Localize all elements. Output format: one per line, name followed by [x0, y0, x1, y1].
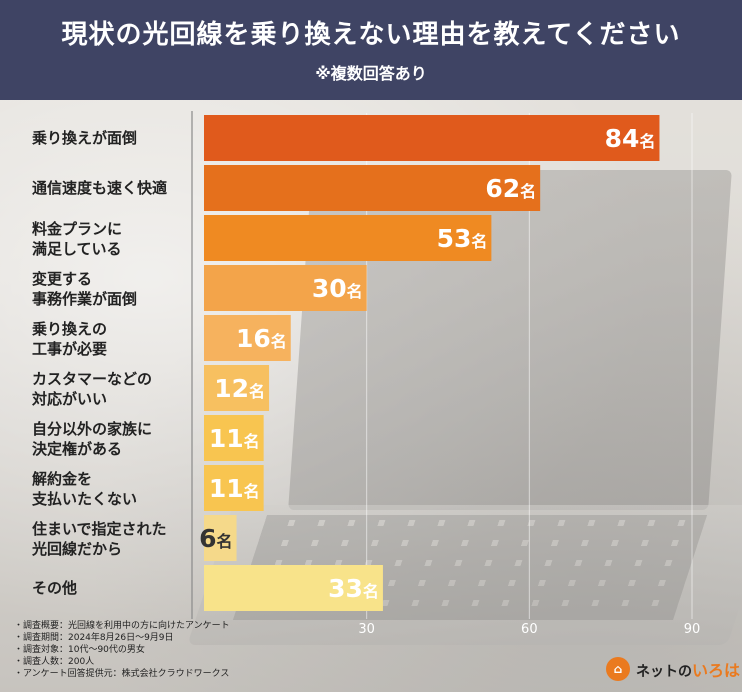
data-label: 62名 — [485, 174, 536, 203]
x-tick-label: 30 — [358, 622, 375, 637]
footnote-line: ・調査期間：2024年8月26日～9月9日 — [14, 633, 174, 643]
footnote-line: ・調査概要：光回線を利用中の方に向けたアンケート — [14, 621, 230, 631]
data-label: 12名 — [214, 374, 265, 403]
x-tick-label: 90 — [684, 622, 701, 637]
data-label-value: 30 — [312, 274, 347, 303]
category-label: 工事が必要 — [32, 340, 107, 358]
category-label: 光回線だから — [31, 540, 122, 558]
logo-text-accent: いろは — [692, 661, 741, 680]
chart-subtitle: ※複数回答あり — [315, 64, 427, 83]
data-label-value: 16 — [236, 324, 271, 353]
category-label: カスタマーなどの — [32, 370, 152, 388]
category-label: その他 — [32, 579, 77, 597]
footnote-line: ・調査対象：10代～90代の男女 — [14, 645, 145, 655]
category-label: 対応がいい — [31, 390, 107, 408]
data-label-value: 11 — [209, 424, 244, 453]
bar — [204, 515, 237, 561]
data-label-unit: 名 — [347, 282, 363, 301]
category-label: 決定権がある — [32, 440, 122, 458]
data-label-unit: 名 — [639, 132, 655, 151]
logo-text-prefix: ネットの — [636, 664, 692, 680]
data-label-value: 12 — [214, 374, 249, 403]
category-label: 通信速度も速く快適 — [32, 179, 167, 197]
category-label: 変更する — [32, 270, 92, 288]
category-label: 事務作業が面倒 — [32, 290, 137, 308]
data-label-unit: 名 — [271, 332, 287, 351]
data-label-unit: 名 — [471, 232, 487, 251]
bar — [204, 565, 383, 611]
x-tick-label: 60 — [521, 622, 538, 637]
bar — [204, 165, 541, 211]
data-label-unit: 名 — [217, 532, 233, 551]
data-label-unit: 名 — [363, 582, 379, 601]
home-icon: ⌂ — [606, 657, 630, 681]
logo-text: ネットのいろは — [636, 657, 740, 681]
data-label: 16名 — [236, 324, 287, 353]
data-label-unit: 名 — [249, 382, 265, 401]
category-label: 料金プランに — [32, 220, 122, 238]
category-label: 乗り換えの — [32, 320, 107, 338]
data-label: 53名 — [437, 224, 488, 253]
data-label-unit: 名 — [244, 432, 260, 451]
bar — [204, 465, 264, 511]
data-label-value: 11 — [209, 474, 244, 503]
footnote-line: ・アンケート回答提供元：株式会社クラウドワークス — [14, 669, 230, 679]
data-label-value: 33 — [328, 574, 363, 603]
data-label-value: 6 — [199, 524, 216, 553]
category-label: 支払いたくない — [31, 490, 137, 508]
brand-logo: ⌂ ネットのいろは — [606, 656, 740, 682]
data-label-value: 84 — [605, 124, 640, 153]
category-label: 乗り換えが面倒 — [32, 129, 137, 147]
data-label: 6名 — [199, 524, 232, 553]
category-label: 住まいで指定された — [32, 520, 167, 538]
bar — [204, 115, 660, 161]
bar — [204, 215, 492, 261]
data-label: 84名 — [605, 124, 656, 153]
category-label: 満足している — [32, 240, 122, 258]
chart-title: 現状の光回線を乗り換えない理由を教えてください — [61, 20, 681, 50]
data-label: 11名 — [209, 424, 260, 453]
category-label: 解約金を — [32, 470, 92, 488]
survey-footnotes: ・調査概要：光回線を利用中の方に向けたアンケート ・調査期間：2024年8月26… — [14, 620, 230, 680]
bar — [204, 365, 270, 411]
footnote-line: ・調査人数：200人 — [14, 657, 95, 667]
bar — [204, 265, 367, 311]
data-label-unit: 名 — [244, 482, 260, 501]
data-label-unit: 名 — [520, 182, 536, 201]
data-label-value: 62 — [485, 174, 520, 203]
data-label: 33名 — [328, 574, 379, 603]
bar — [204, 415, 264, 461]
bar — [204, 315, 291, 361]
data-label: 30名 — [312, 274, 363, 303]
data-label: 11名 — [209, 474, 260, 503]
data-label-value: 53 — [437, 224, 472, 253]
header-banner: 現状の光回線を乗り換えない理由を教えてください ※複数回答あり — [0, 0, 742, 100]
category-label: 自分以外の家族に — [32, 420, 152, 438]
